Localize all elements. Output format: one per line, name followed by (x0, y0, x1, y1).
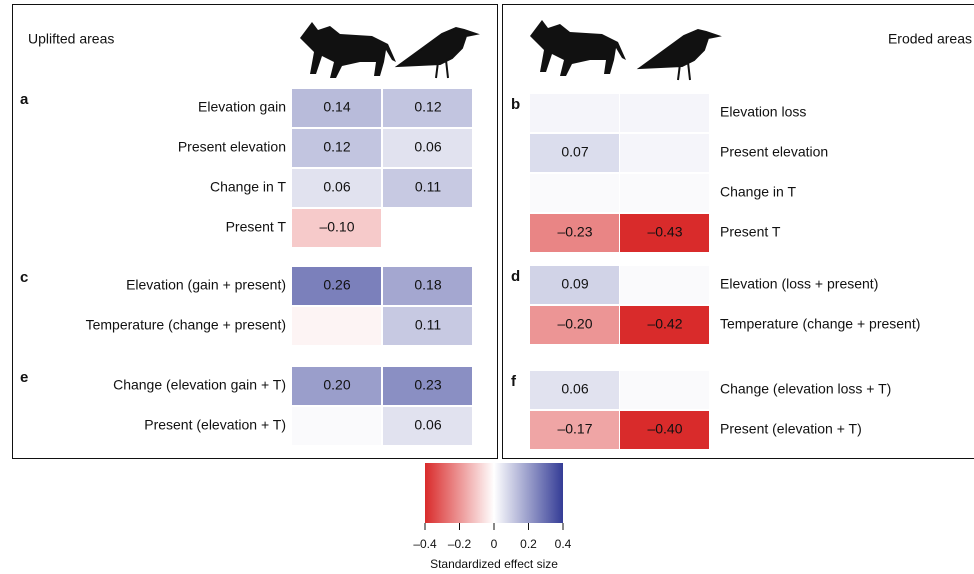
heat-cell (620, 94, 709, 132)
heat-cell (292, 407, 381, 445)
heat-cell (292, 267, 381, 305)
heat-cell (292, 129, 381, 167)
panel-letter: a (20, 91, 29, 108)
panel-letter: e (20, 369, 28, 386)
row-label: Elevation gain (198, 99, 286, 115)
cell-label: 0.14 (323, 99, 350, 115)
panel-title: Eroded areas (888, 31, 972, 47)
row-label: Elevation (gain + present) (126, 277, 286, 293)
panel-frame (502, 4, 974, 459)
heat-cell (292, 169, 381, 207)
heat-cell (620, 371, 709, 409)
heat-cell (620, 174, 709, 212)
cell-label: 0.20 (323, 377, 350, 393)
heat-cell (292, 307, 381, 345)
row-label: Elevation (loss + present) (720, 276, 878, 292)
panel-letter: c (20, 269, 28, 286)
cell-label: 0.11 (415, 317, 441, 333)
cell-label: 0.12 (414, 99, 441, 115)
panel-letter: f (511, 373, 517, 390)
cell-label: –0.42 (647, 316, 682, 332)
row-label: Present T (226, 219, 287, 235)
heat-cell (292, 367, 381, 405)
row-label: Present (elevation + T) (720, 421, 862, 437)
heat-cell (620, 134, 709, 172)
colorbar-tick-label: –0.2 (448, 537, 472, 551)
heat-cell (383, 267, 472, 305)
bird-icon (394, 26, 722, 81)
cell-label: 0.06 (561, 381, 588, 397)
row-label: Change in T (210, 179, 286, 195)
cell-label: 0.18 (414, 277, 441, 293)
heat-cell (530, 134, 619, 172)
heat-cell (620, 266, 709, 304)
heat-cell (530, 174, 619, 212)
row-label: Present T (720, 224, 781, 240)
cell-label: 0.11 (415, 179, 441, 195)
heat-cell (383, 307, 472, 345)
cell-label: –0.10 (319, 219, 354, 235)
row-label: Temperature (change + present) (86, 317, 286, 333)
cell-label: 0.06 (414, 417, 441, 433)
heat-cell (620, 214, 709, 252)
cell-label: –0.40 (647, 421, 682, 437)
cell-label: 0.07 (561, 144, 588, 160)
panel-letter: d (511, 268, 520, 285)
heat-cell (530, 94, 619, 132)
heat-cell (292, 209, 381, 247)
row-label: Temperature (change + present) (720, 316, 920, 332)
row-label: Change (elevation loss + T) (720, 381, 891, 397)
heat-cell (530, 306, 619, 344)
row-label: Elevation loss (720, 104, 806, 120)
row-label: Present (elevation + T) (144, 417, 286, 433)
colorbar-tick-label: –0.4 (413, 537, 437, 551)
heat-cell (383, 89, 472, 127)
panel-title: Uplifted areas (28, 31, 114, 47)
heat-cell (292, 89, 381, 127)
heat-cell (383, 169, 472, 207)
heat-cell (383, 129, 472, 167)
cell-label: –0.17 (557, 421, 592, 437)
colorbar (425, 463, 563, 523)
row-label: Present elevation (178, 139, 286, 155)
heat-cell (530, 214, 619, 252)
heat-cell (383, 367, 472, 405)
colorbar-label: Standardized effect size (430, 557, 558, 571)
cell-label: 0.06 (414, 139, 441, 155)
cell-label: 0.26 (323, 277, 350, 293)
heat-cell (530, 266, 619, 304)
cell-label: –0.23 (557, 224, 592, 240)
fox-icon (300, 20, 626, 78)
row-label: Change in T (720, 184, 796, 200)
heat-cell (530, 411, 619, 449)
cell-label: –0.43 (647, 224, 682, 240)
heat-cell (620, 306, 709, 344)
cell-label: 0.12 (323, 139, 350, 155)
cell-label: 0.23 (414, 377, 441, 393)
row-label: Present elevation (720, 144, 828, 160)
colorbar-tick-label: 0 (491, 537, 498, 551)
colorbar-tick-label: 0.2 (520, 537, 537, 551)
cell-label: 0.06 (323, 179, 350, 195)
heat-cell (383, 407, 472, 445)
row-label: Change (elevation gain + T) (113, 377, 286, 393)
heat-cell (530, 371, 619, 409)
cell-label: –0.20 (557, 316, 592, 332)
heat-cell (620, 411, 709, 449)
panel-letter: b (511, 96, 520, 113)
colorbar-tick-label: 0.4 (555, 537, 572, 551)
panel-frame (12, 4, 498, 459)
cell-label: 0.09 (561, 276, 588, 292)
